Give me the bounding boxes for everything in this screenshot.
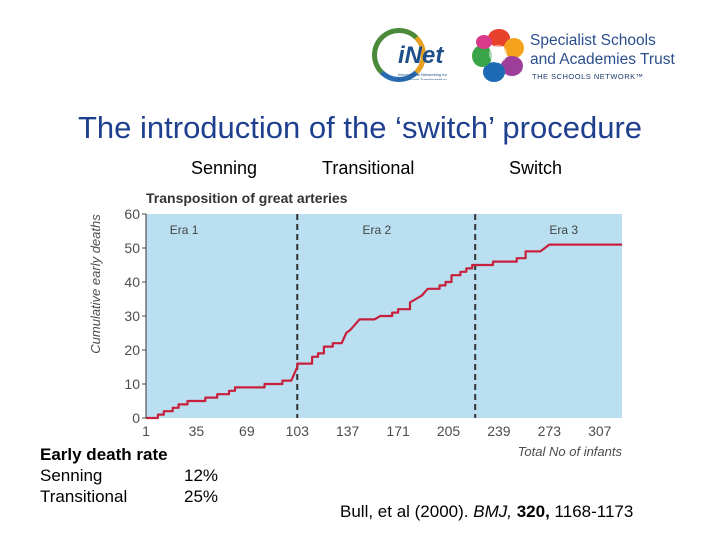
era-label: Era 3 bbox=[549, 223, 578, 237]
x-tick-label: 307 bbox=[588, 423, 612, 439]
y-axis-label: Cumulative early deaths bbox=[88, 214, 103, 354]
y-tick-label: 30 bbox=[124, 308, 140, 324]
citation: Bull, et al (2000). BMJ, 320, 1168-1173 bbox=[340, 502, 633, 522]
x-tick-label: 205 bbox=[437, 423, 461, 439]
citation-journal: BMJ, bbox=[473, 502, 512, 521]
rate-row-senning: Senning 12% bbox=[40, 465, 240, 486]
x-tick-label: 273 bbox=[538, 423, 562, 439]
x-tick-label: 103 bbox=[286, 423, 310, 439]
ssat-tagline: THE SCHOOLS NETWORK™ bbox=[532, 72, 644, 81]
inet-logo: iNet International Networking for Educat… bbox=[368, 24, 458, 86]
citation-volume: 320, bbox=[516, 502, 550, 521]
era-header-transitional: Transitional bbox=[322, 158, 415, 178]
x-tick-label: 171 bbox=[386, 423, 410, 439]
y-tick-label: 60 bbox=[124, 206, 140, 222]
era-label: Era 1 bbox=[170, 223, 199, 237]
ssat-name-line1: Specialist Schools bbox=[530, 32, 656, 49]
y-tick-label: 20 bbox=[124, 342, 140, 358]
ssat-logo: Specialist Schools and Academies Trust T… bbox=[470, 24, 700, 88]
inet-wordmark: iNet bbox=[398, 42, 444, 69]
era-label: Era 2 bbox=[362, 223, 391, 237]
rate-label: Transitional bbox=[40, 487, 128, 506]
x-tick-label: 137 bbox=[336, 423, 360, 439]
citation-authors: Bull, et al (2000). bbox=[340, 502, 469, 521]
inet-tagline: International Networking for Educational… bbox=[398, 72, 447, 80]
y-tick-label: 50 bbox=[124, 240, 140, 256]
citation-pages: 1168-1173 bbox=[554, 502, 634, 521]
chart-title: Transposition of great arteries bbox=[146, 190, 348, 206]
x-tick-label: 35 bbox=[189, 423, 205, 439]
y-tick-label: 40 bbox=[124, 274, 140, 290]
ssat-flower-icon bbox=[472, 29, 524, 82]
early-death-rate-heading: Early death rate bbox=[40, 445, 168, 464]
slide-title: The introduction of the ‘switch’ procedu… bbox=[77, 110, 643, 145]
series-line bbox=[146, 243, 622, 420]
rate-value: 12% bbox=[184, 466, 219, 485]
inet-ring-icon bbox=[372, 28, 426, 82]
ssat-name-line2: and Academies Trust bbox=[530, 51, 675, 68]
rate-value: 25% bbox=[184, 487, 219, 506]
rate-row-transitional: Transitional 25% bbox=[40, 486, 240, 507]
chart: Transposition of great arteries Cumulati… bbox=[88, 190, 623, 459]
rate-label: Senning bbox=[40, 466, 103, 485]
era-header-switch: Switch bbox=[509, 158, 563, 178]
x-tick-label: 69 bbox=[239, 423, 255, 439]
plot-area: 0 10 20 30 40 50 60 1 35 69 103 137 171 205 239 273 307 E… bbox=[124, 206, 622, 439]
y-tick-label: 0 bbox=[132, 410, 140, 426]
y-tick-label: 10 bbox=[124, 376, 140, 392]
era-header-senning: Senning bbox=[191, 158, 258, 178]
x-tick-label: 1 bbox=[142, 423, 150, 439]
early-death-rate-table: Early death rate Senning 12% Transitiona… bbox=[40, 444, 240, 507]
x-axis-label: Total No of infants bbox=[518, 444, 623, 459]
x-tick-label: 239 bbox=[487, 423, 511, 439]
